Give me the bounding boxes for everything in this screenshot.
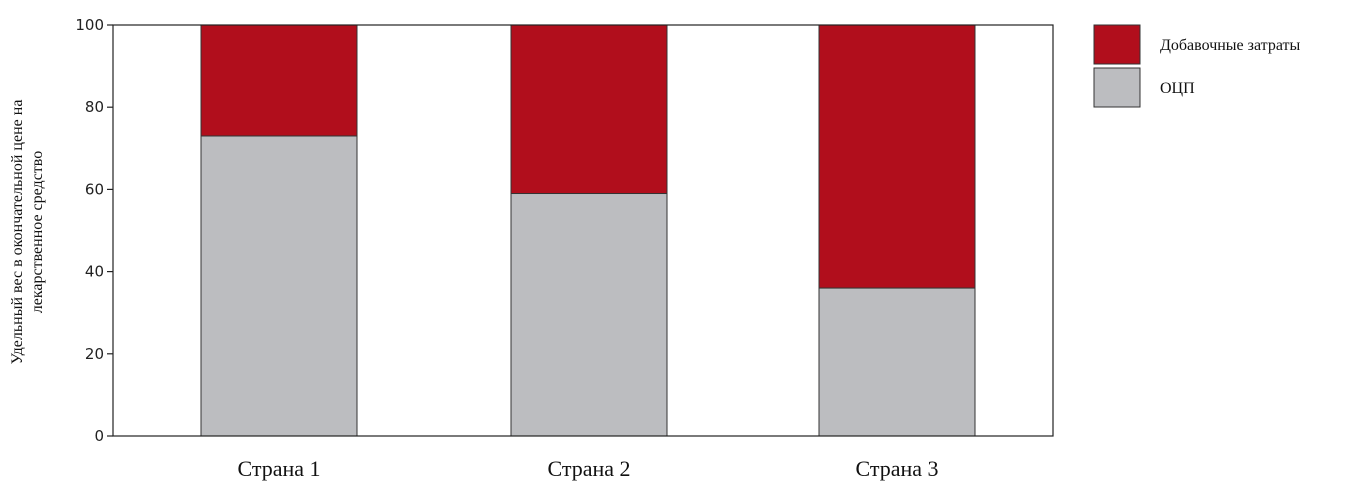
y-tick-label: 20 — [85, 345, 104, 363]
y-tick-label: 40 — [85, 263, 104, 281]
bar-added-costs-1 — [200, 24, 358, 137]
y-axis-title-line-2: лекарственное средство — [29, 151, 46, 313]
legend-swatch-added-costs — [1093, 24, 1141, 65]
y-tick-label: 60 — [85, 180, 104, 198]
legend-label-ocp: ОЦП — [1160, 80, 1195, 97]
y-tick-label: 0 — [94, 427, 104, 445]
y-ticks: 0 20 40 60 80 100 — [75, 16, 113, 445]
y-tick-label: 100 — [75, 16, 104, 34]
y-axis-title-line-1: Удельный вес в окончательной цене на — [9, 100, 26, 365]
x-category-labels: Страна 1 Страна 2 Страна 3 — [237, 456, 938, 481]
bar-ocp-1 — [200, 135, 358, 437]
y-tick-label: 80 — [85, 98, 104, 116]
bars-group — [200, 24, 976, 437]
legend: Добавочные затраты ОЦП — [1093, 24, 1301, 108]
bar-added-costs-3 — [818, 24, 976, 289]
plot-frame — [112, 24, 1054, 437]
x-category-label: Страна 1 — [237, 456, 320, 481]
bar-ocp-2 — [510, 193, 668, 437]
x-category-label: Страна 3 — [855, 456, 938, 481]
y-axis-title: Удельный вес в окончательной цене на лек… — [9, 100, 46, 365]
bar-ocp-3 — [818, 287, 976, 437]
bar-added-costs-2 — [510, 24, 668, 195]
legend-swatch-ocp — [1093, 67, 1141, 108]
x-category-label: Страна 2 — [547, 456, 630, 481]
legend-label-added-costs: Добавочные затраты — [1160, 37, 1301, 54]
